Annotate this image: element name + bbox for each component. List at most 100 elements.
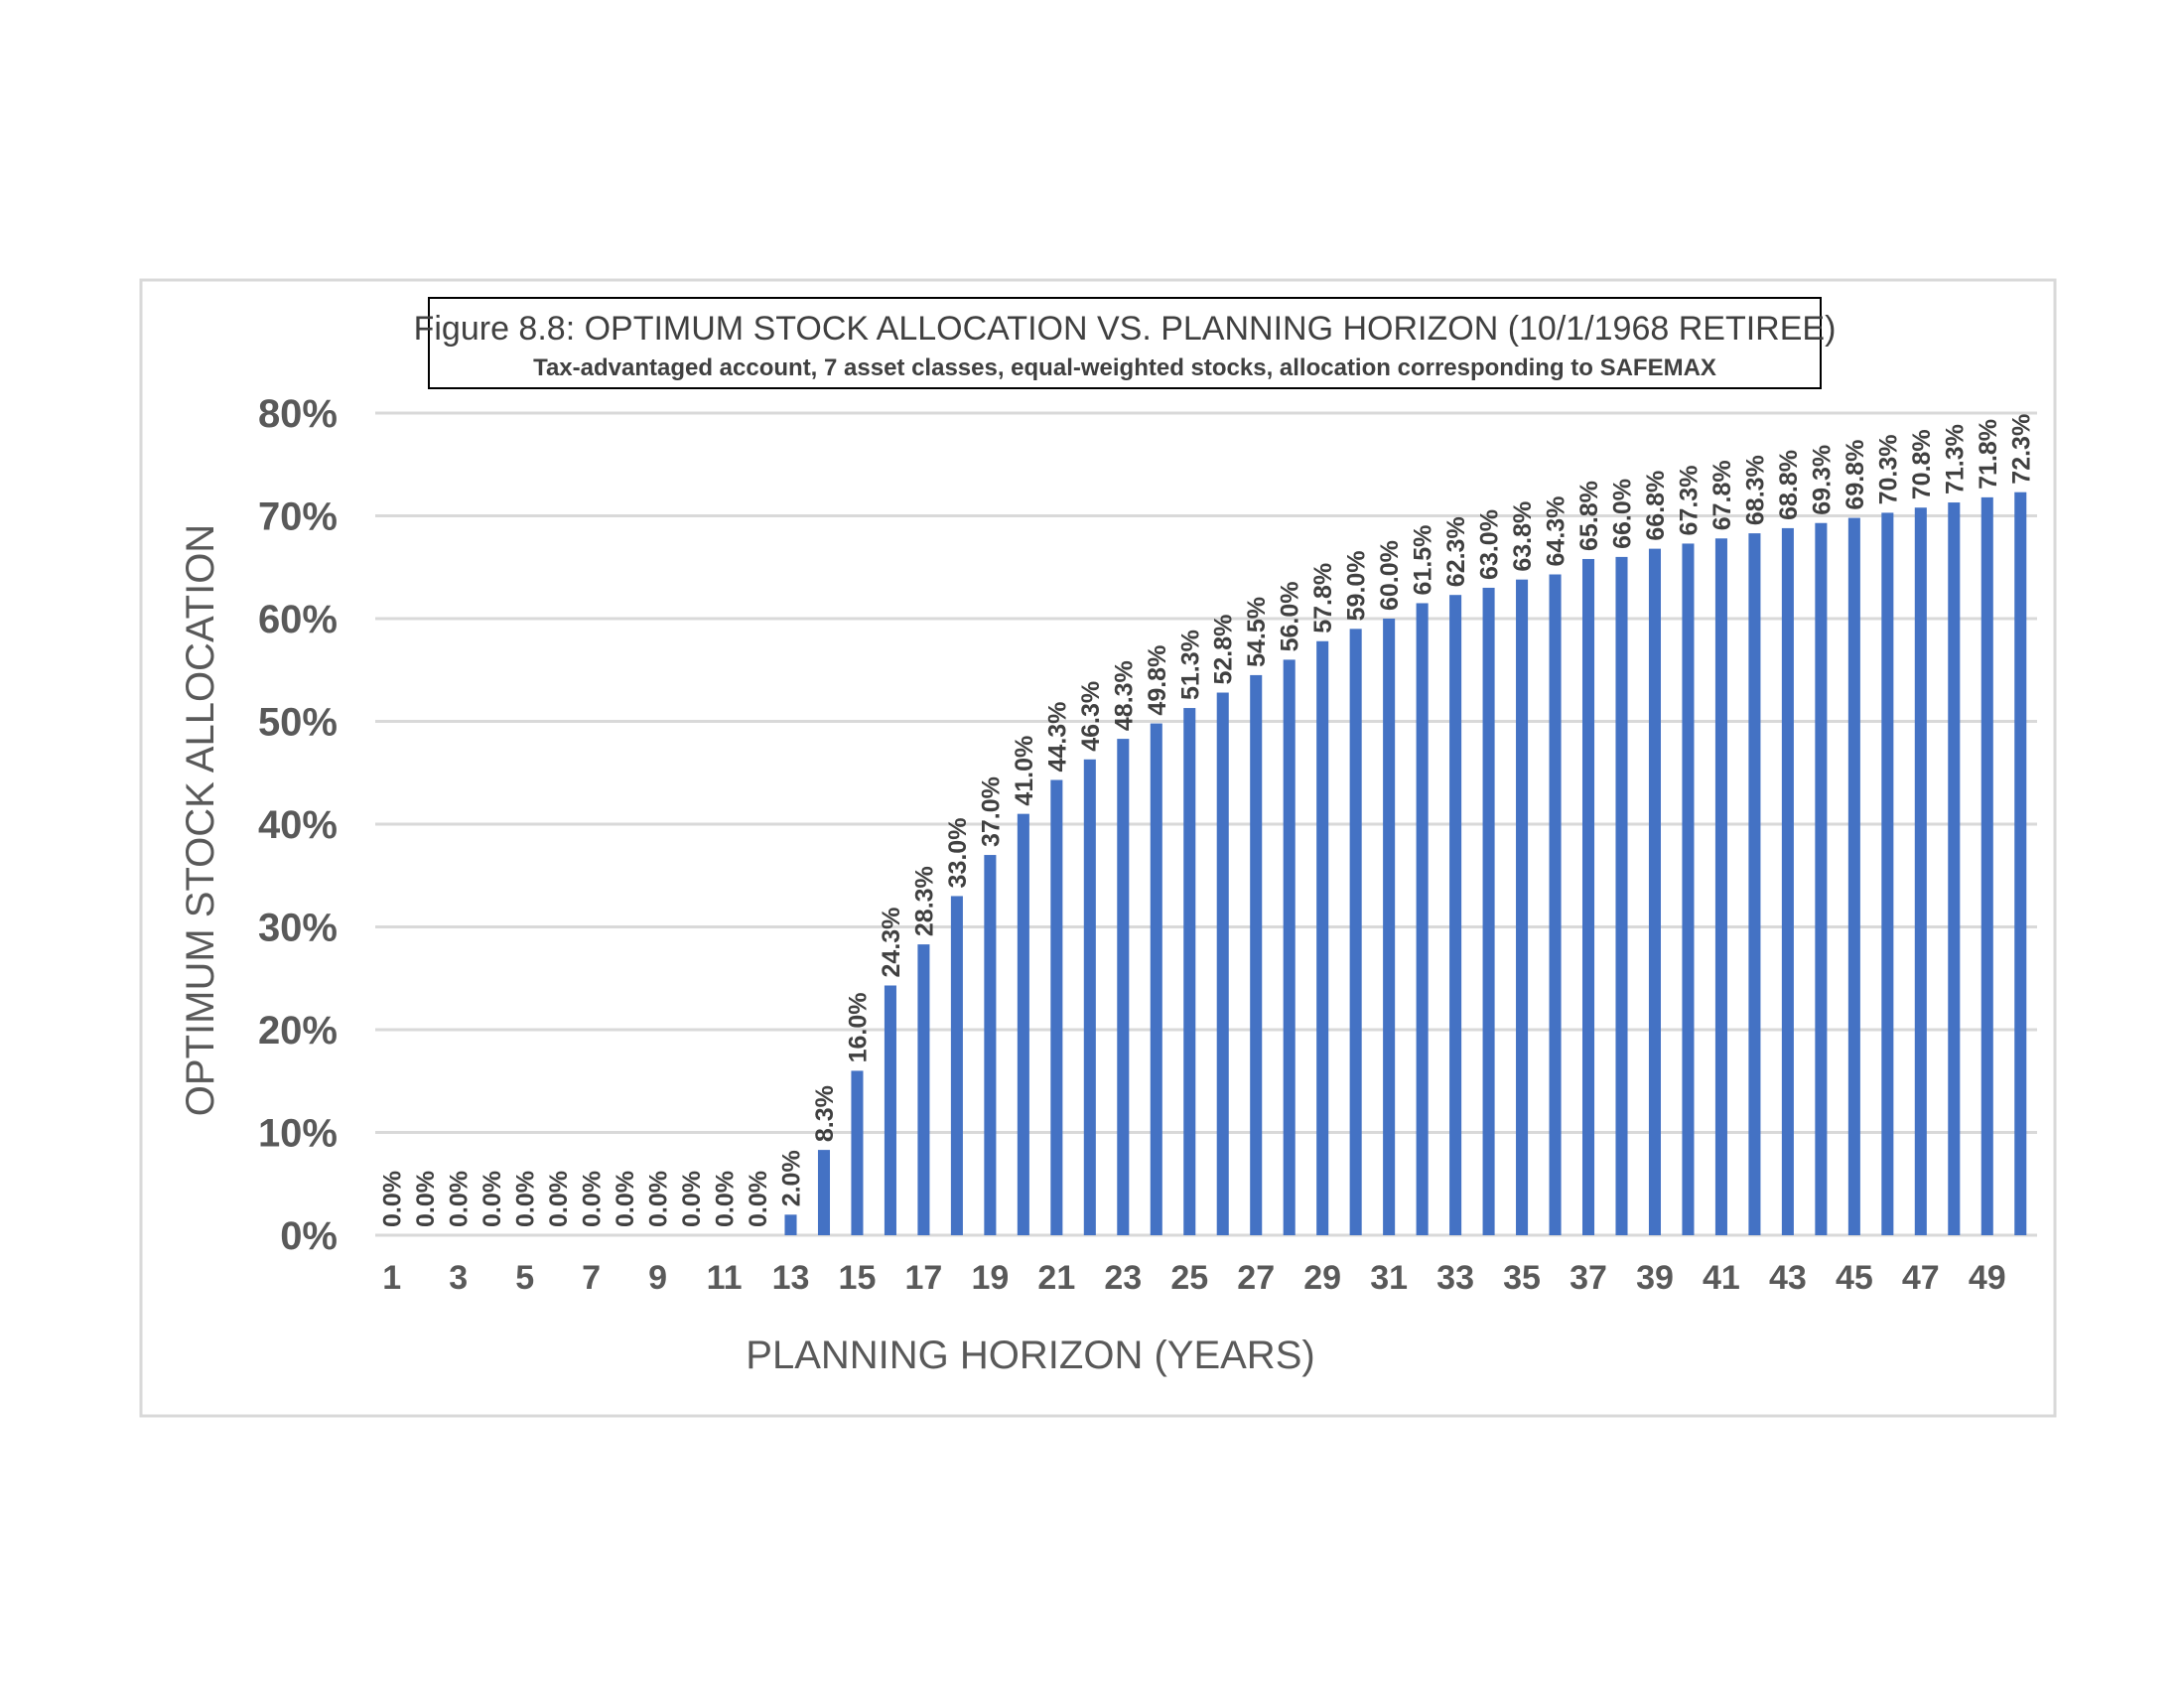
bar bbox=[1050, 779, 1063, 1235]
data-label: 60.0% bbox=[1376, 540, 1404, 611]
bar bbox=[1847, 517, 1860, 1235]
data-label: 37.0% bbox=[977, 776, 1005, 847]
data-label: 71.3% bbox=[1941, 424, 1969, 494]
data-label: 24.3% bbox=[878, 908, 905, 978]
data-label: 49.8% bbox=[1144, 645, 1171, 716]
data-label: 0.0% bbox=[512, 1171, 540, 1227]
chart-title: Figure 8.8: OPTIMUM STOCK ALLOCATION VS.… bbox=[414, 310, 1837, 348]
y-tick-label: 40% bbox=[258, 803, 338, 847]
bar bbox=[1017, 813, 1029, 1235]
x-tick-label: 27 bbox=[1237, 1259, 1275, 1297]
y-tick-label: 50% bbox=[258, 701, 338, 745]
data-label: 0.0% bbox=[446, 1171, 474, 1227]
data-label: 61.5% bbox=[1410, 525, 1437, 596]
x-tick-label: 49 bbox=[1969, 1259, 2006, 1297]
bar bbox=[1482, 587, 1495, 1235]
x-tick-label: 25 bbox=[1170, 1259, 1208, 1297]
data-label: 46.3% bbox=[1077, 681, 1105, 752]
bar bbox=[784, 1214, 797, 1235]
data-label: 8.3% bbox=[811, 1085, 839, 1142]
bar bbox=[1648, 548, 1662, 1235]
data-label: 2.0% bbox=[778, 1150, 806, 1206]
data-label: 57.8% bbox=[1309, 563, 1337, 633]
data-label: 66.0% bbox=[1609, 479, 1637, 549]
x-tick-label: 23 bbox=[1104, 1259, 1142, 1297]
bar bbox=[1283, 659, 1296, 1235]
data-label: 62.3% bbox=[1442, 516, 1470, 587]
data-label: 67.3% bbox=[1675, 466, 1703, 536]
y-tick-labels: 0% 10% 20% 30% 40% 50% 60% 70% 80% bbox=[258, 392, 338, 1258]
data-label: 0.0% bbox=[545, 1171, 573, 1227]
data-label: 52.8% bbox=[1210, 615, 1238, 685]
bar bbox=[817, 1150, 831, 1235]
x-tick-label: 45 bbox=[1836, 1259, 1873, 1297]
data-label: 0.0% bbox=[412, 1171, 440, 1227]
data-label: 0.0% bbox=[478, 1171, 506, 1227]
bar bbox=[1881, 512, 1894, 1235]
bar bbox=[1615, 556, 1628, 1235]
bar bbox=[1948, 502, 1961, 1235]
data-label: 33.0% bbox=[944, 818, 972, 889]
bar bbox=[1714, 538, 1727, 1235]
data-label: 0.0% bbox=[745, 1171, 772, 1227]
y-tick-label: 0% bbox=[280, 1214, 338, 1258]
data-label: 68.8% bbox=[1775, 450, 1803, 520]
bar bbox=[851, 1070, 864, 1235]
x-tick-label: 29 bbox=[1303, 1259, 1341, 1297]
bar bbox=[950, 896, 963, 1235]
x-tick-label: 43 bbox=[1769, 1259, 1807, 1297]
y-tick-label: 20% bbox=[258, 1009, 338, 1053]
x-tick-label: 31 bbox=[1370, 1259, 1408, 1297]
data-label: 0.0% bbox=[645, 1171, 673, 1227]
data-label: 16.0% bbox=[844, 993, 872, 1063]
bar bbox=[1083, 759, 1096, 1235]
data-label: 0.0% bbox=[678, 1171, 706, 1227]
x-tick-labels: 1 3 5 7 9 11 13 15 17 19 21 23 25 27 29 31 33 35 37 39 41 43 4… bbox=[382, 1259, 2005, 1297]
x-tick-label: 39 bbox=[1636, 1259, 1674, 1297]
data-label: 66.8% bbox=[1642, 471, 1670, 541]
data-label: 51.3% bbox=[1176, 630, 1204, 700]
bar bbox=[1980, 496, 1993, 1235]
chart-frame bbox=[139, 278, 2057, 1418]
bar bbox=[1150, 723, 1162, 1235]
data-label: 0.0% bbox=[712, 1171, 740, 1227]
bar bbox=[1682, 543, 1695, 1235]
bar bbox=[1183, 708, 1196, 1235]
x-tick-label: 9 bbox=[648, 1259, 667, 1297]
data-label: 71.8% bbox=[1975, 419, 2002, 490]
x-tick-label: 7 bbox=[582, 1259, 601, 1297]
bar bbox=[2014, 492, 2027, 1235]
data-label: 65.8% bbox=[1575, 481, 1603, 551]
x-tick-label: 3 bbox=[449, 1259, 468, 1297]
data-label: 67.8% bbox=[1708, 460, 1736, 530]
bar bbox=[1516, 579, 1529, 1235]
bar bbox=[1549, 574, 1562, 1235]
y-axis-label: OPTIMUM STOCK ALLOCATION bbox=[179, 524, 222, 1116]
x-tick-label: 13 bbox=[772, 1259, 810, 1297]
data-label: 0.0% bbox=[579, 1171, 607, 1227]
title-box bbox=[428, 297, 1822, 389]
bar bbox=[1216, 692, 1229, 1235]
data-label: 48.3% bbox=[1110, 660, 1138, 731]
data-label: 64.3% bbox=[1543, 496, 1570, 567]
data-label: 70.8% bbox=[1908, 429, 1936, 499]
x-tick-label: 35 bbox=[1503, 1259, 1541, 1297]
x-tick-label: 11 bbox=[707, 1259, 743, 1297]
bar bbox=[1815, 522, 1828, 1235]
x-tick-label: 5 bbox=[515, 1259, 534, 1297]
data-label: 69.8% bbox=[1842, 440, 1869, 510]
data-label: 69.3% bbox=[1808, 445, 1836, 515]
bar bbox=[1250, 674, 1263, 1235]
data-label: 68.3% bbox=[1741, 455, 1769, 525]
data-label: 28.3% bbox=[910, 866, 938, 936]
data-label: 54.5% bbox=[1243, 597, 1271, 667]
x-tick-label: 17 bbox=[905, 1259, 943, 1297]
bar bbox=[1316, 640, 1329, 1235]
y-tick-label: 30% bbox=[258, 907, 338, 950]
bar bbox=[1449, 595, 1462, 1235]
bar bbox=[1748, 533, 1761, 1235]
bar bbox=[1781, 527, 1794, 1235]
x-tick-label: 21 bbox=[1037, 1259, 1075, 1297]
bar bbox=[1117, 739, 1130, 1235]
